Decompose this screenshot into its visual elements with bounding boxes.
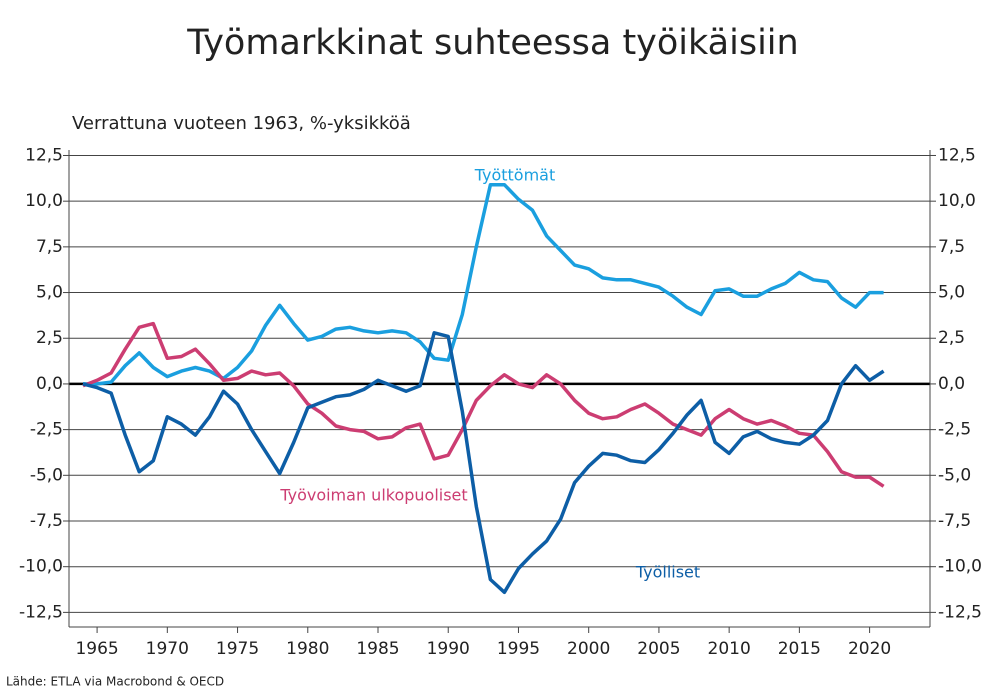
y-tick-label: -10,0 — [19, 557, 63, 577]
x-tick-label: 1970 — [146, 639, 189, 659]
y-tick-label: -2,5 — [30, 420, 63, 440]
x-tick-label: 2010 — [708, 639, 751, 659]
y-tick-label: 7,5 — [36, 237, 63, 257]
y-tick-label: 2,5 — [36, 328, 63, 348]
y-tick-label: 10,0 — [25, 191, 63, 211]
y-tick-label: 0,0 — [36, 374, 63, 394]
x-tick-label: 2000 — [567, 639, 610, 659]
series-label: Työttömät — [474, 166, 556, 185]
y2-tick-label: 0,0 — [938, 374, 965, 394]
y-tick-label: -12,5 — [19, 602, 63, 622]
x-tick-label: 1965 — [75, 639, 118, 659]
y-tick-label: 5,0 — [36, 283, 63, 303]
y-tick-label: -7,5 — [30, 511, 63, 531]
x-tick-label: 1975 — [216, 639, 259, 659]
x-tick-label: 2005 — [637, 639, 680, 659]
y2-tick-label: 10,0 — [938, 191, 976, 211]
x-tick-label: 1980 — [286, 639, 329, 659]
series-line — [82, 321, 885, 488]
x-tick-label: 2020 — [848, 639, 891, 659]
y2-tick-label: 7,5 — [938, 237, 965, 257]
chart-subtitle: Verrattuna vuoteen 1963, %-yksikköä — [72, 113, 411, 134]
y2-tick-label: -2,5 — [938, 420, 971, 440]
series-label: Työlliset — [635, 563, 700, 582]
y2-tick-label: -10,0 — [938, 557, 982, 577]
y2-tick-label: -5,0 — [938, 465, 971, 485]
y2-tick-label: 2,5 — [938, 328, 965, 348]
series-label: Työvoiman ulkopuoliset — [279, 486, 467, 505]
y2-tick-label: -7,5 — [938, 511, 971, 531]
x-tick-label: 2015 — [778, 639, 821, 659]
y2-tick-label: -12,5 — [938, 602, 982, 622]
series-line — [82, 331, 885, 595]
x-tick-label: 1985 — [356, 639, 399, 659]
chart-title: Työmarkkinat suhteessa työikäisiin — [186, 23, 798, 63]
source-note: Lähde: ETLA via Macrobond & OECD — [6, 675, 224, 689]
y-tick-label: -5,0 — [30, 465, 63, 485]
x-tick-label: 1990 — [427, 639, 470, 659]
y2-tick-label: 5,0 — [938, 283, 965, 303]
y-tick-label: 12,5 — [25, 145, 63, 165]
series-line — [83, 182, 884, 386]
x-tick-label: 1995 — [497, 639, 540, 659]
y2-tick-label: 12,5 — [938, 145, 976, 165]
